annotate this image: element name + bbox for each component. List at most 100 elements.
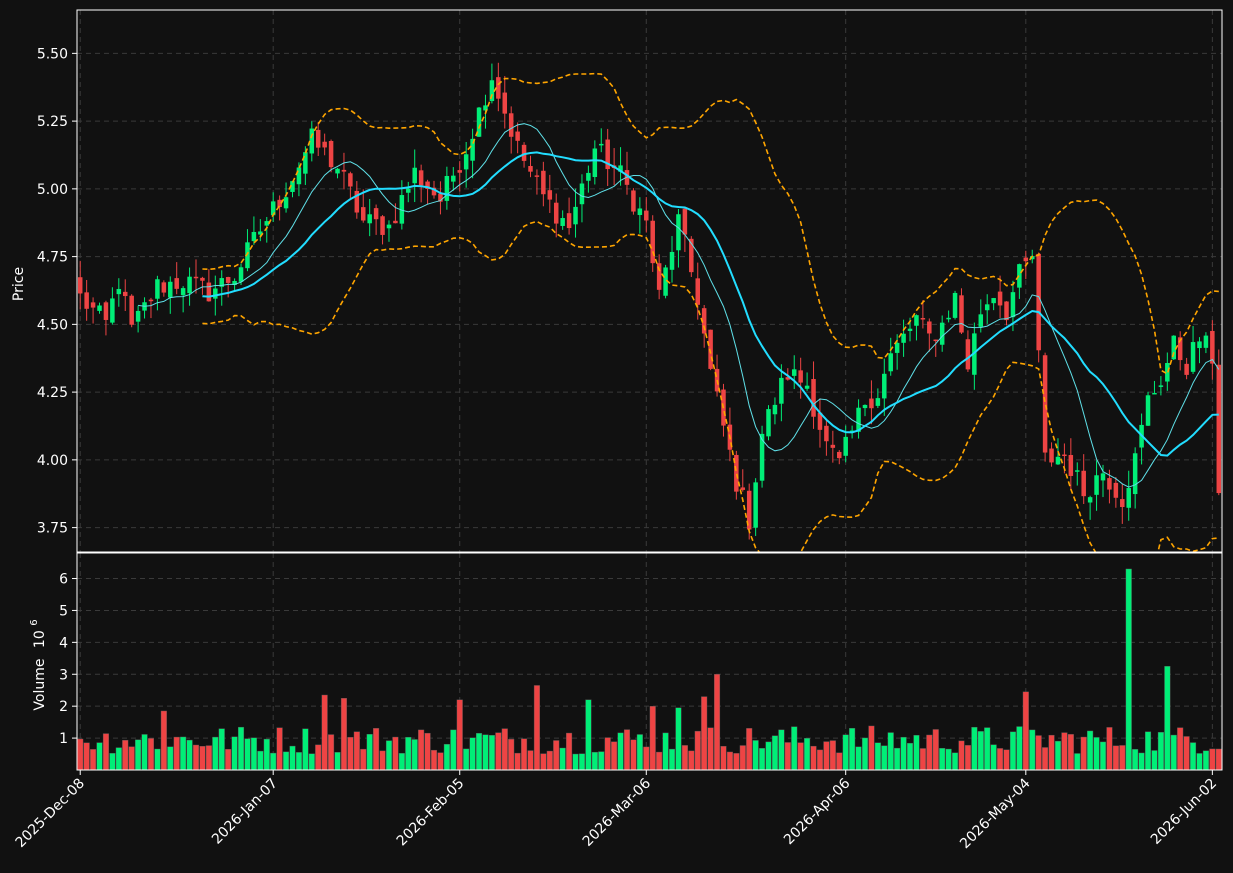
candle-body (168, 281, 173, 298)
candle-body (766, 409, 771, 437)
candle-body (1029, 256, 1035, 260)
volume-tick-label: 1 (59, 731, 68, 747)
candle-body (1158, 385, 1164, 387)
candle-body (103, 302, 109, 320)
volume-bar (160, 710, 167, 771)
candle (644, 197, 649, 233)
candle-body (779, 377, 784, 404)
candle (174, 262, 179, 295)
candle-body (1049, 448, 1054, 463)
volume-bar (591, 751, 598, 771)
volume-bar (939, 748, 946, 771)
candle (663, 264, 668, 299)
candle-body (135, 310, 141, 322)
candle-body (200, 277, 205, 281)
candle-body (451, 175, 456, 182)
volume-bar (199, 746, 206, 771)
candle-body (155, 279, 160, 299)
candle (348, 171, 353, 201)
volume-bar (1009, 731, 1016, 771)
candle (1113, 477, 1119, 508)
candle-body (637, 208, 643, 216)
volume-bar (405, 736, 412, 771)
candle-body (1126, 488, 1131, 508)
volume-bar (495, 732, 502, 771)
volume-bar (849, 728, 856, 771)
volume-bar (321, 694, 328, 771)
volume-bar (392, 736, 399, 771)
volume-bar (1177, 727, 1184, 771)
candle-body (682, 208, 688, 235)
candle (560, 210, 565, 230)
candle (785, 368, 791, 381)
volume-bar (617, 732, 624, 771)
candle (180, 286, 186, 313)
candle-body (618, 165, 623, 172)
volume-bar (96, 742, 103, 771)
candle (1042, 352, 1048, 462)
volume-bar (810, 745, 817, 771)
candle-body (1094, 475, 1099, 495)
volume-bar (585, 699, 592, 771)
candle-body (1113, 482, 1119, 498)
volume-bar (1080, 736, 1087, 771)
volume-bar (205, 745, 212, 771)
volume-bar (932, 729, 939, 771)
volume-bar (1061, 732, 1068, 771)
volume-bar (553, 740, 560, 771)
volume-bar (463, 748, 470, 771)
candle-body (180, 288, 186, 296)
volume-bar (173, 736, 180, 771)
volume-bar (945, 748, 952, 771)
volume-bar (726, 751, 733, 771)
volume-bar (739, 745, 746, 771)
candle (759, 425, 765, 488)
volume-axis-title: Volume 10 6 (29, 619, 48, 710)
volume-bar (1209, 748, 1216, 771)
candle-body (219, 278, 224, 287)
candle (1126, 470, 1131, 521)
candle-body (283, 197, 289, 209)
candle-body (959, 295, 964, 333)
volume-bar (1183, 736, 1190, 771)
candle (148, 297, 154, 319)
volume-bar (636, 734, 643, 771)
candle-body (1004, 301, 1009, 321)
candle-body (1152, 392, 1157, 395)
volume-bar (1132, 749, 1139, 771)
volume-bar (746, 728, 753, 771)
candle (939, 315, 945, 352)
candle (740, 469, 746, 492)
candle-body (746, 490, 752, 530)
candle (1049, 442, 1054, 467)
candle-body (791, 369, 797, 376)
candle (566, 197, 572, 235)
candle (264, 216, 270, 243)
candle-body (901, 333, 906, 343)
volume-bar (926, 734, 933, 771)
candle-body (213, 288, 218, 299)
candle (354, 181, 360, 219)
candle (341, 152, 347, 190)
candle (579, 174, 585, 223)
candle-body (322, 141, 327, 148)
candle (290, 180, 295, 198)
volume-bar (276, 727, 283, 771)
candle (238, 263, 244, 286)
volume-bar (906, 742, 914, 771)
candle-body (290, 181, 295, 192)
candle (457, 161, 462, 192)
volume-bar (90, 749, 97, 771)
candle-body (650, 220, 655, 264)
candle-body (348, 173, 353, 187)
candle (200, 276, 205, 295)
candle (1216, 349, 1222, 496)
candle (1152, 380, 1157, 395)
volume-bar (514, 752, 521, 771)
candle-body (1197, 341, 1202, 349)
volume-bar (823, 741, 830, 771)
candle (1171, 335, 1177, 361)
candle (605, 128, 610, 186)
candle-body (1010, 292, 1016, 318)
volume-bar (1151, 750, 1158, 771)
